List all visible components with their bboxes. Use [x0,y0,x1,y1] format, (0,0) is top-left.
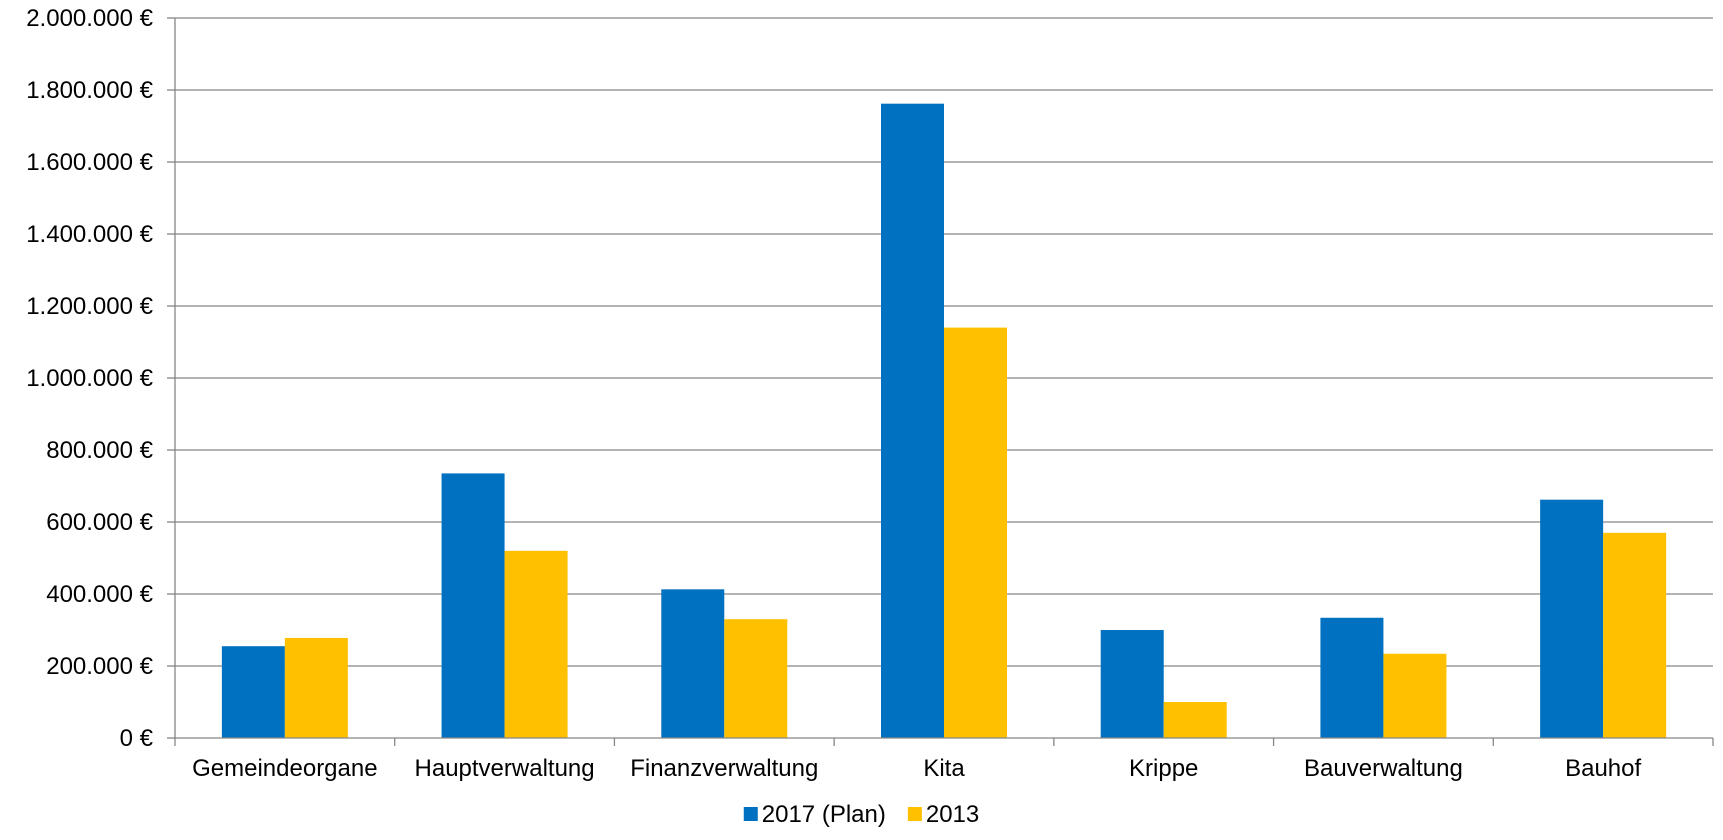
legend-label: 2013 [926,801,979,828]
x-tick-label: Krippe [1129,755,1198,782]
bar [441,473,505,738]
bar [724,619,788,738]
x-tick-label: Gemeindeorgane [192,755,377,782]
bar [221,646,285,738]
y-tick-label: 800.000 € [46,437,153,464]
bar [504,550,568,738]
y-axis-labels: 0 € 200.000 € 400.000 € 600.000 € 800.000 € 1… [26,5,153,752]
bar [661,589,725,738]
legend: 2017 (Plan) 2013 [743,801,979,828]
y-tick-label: 1.400.000 € [26,221,153,248]
bar [1320,617,1384,738]
axes [167,17,1714,746]
y-tick-label: 1.200.000 € [26,293,153,320]
y-tick-label: 1.800.000 € [26,77,153,104]
x-tick-label: Bauhof [1565,755,1641,782]
bar [944,327,1007,738]
bar [881,103,944,739]
bar [1383,653,1447,738]
x-tick-label: Hauptverwaltung [415,755,595,782]
x-tick-label: Bauverwaltung [1304,755,1463,782]
y-tick-label: 1.000.000 € [26,365,153,392]
y-tick-label: 1.600.000 € [26,149,153,176]
bar [284,637,348,738]
bar [1100,630,1164,738]
y-tick-label: 400.000 € [46,581,153,608]
x-tick-label: Kita [923,755,965,782]
bars [221,103,1667,739]
y-tick-label: 0 € [120,725,154,752]
x-tick-label: Finanzverwaltung [630,755,818,782]
legend-label: 2017 (Plan) [762,801,886,828]
y-tick-label: 600.000 € [46,509,153,536]
y-tick-label: 2.000.000 € [26,5,153,32]
bar [1540,499,1604,738]
x-axis-labels: Gemeindeorgane Hauptverwaltung Finanzverwa… [192,755,1641,782]
bar [1163,702,1227,738]
y-tick-label: 200.000 € [46,653,153,680]
legend-swatch [743,807,758,821]
legend-swatch [907,807,922,821]
bar [1603,532,1667,738]
